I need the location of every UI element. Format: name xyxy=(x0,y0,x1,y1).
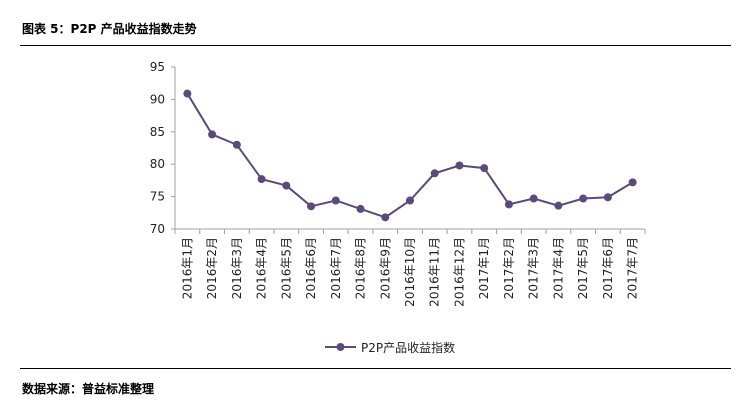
x-tick-label: 2016年5月 xyxy=(279,237,293,299)
data-point xyxy=(232,140,241,149)
y-tick-label: 85 xyxy=(150,125,165,139)
x-axis: 2016年1月 2016年2月 2016年3月 2016年4月 2016年5月 2016年… xyxy=(174,228,646,307)
x-tick-label: 2017年4月 xyxy=(551,237,565,299)
data-point xyxy=(208,130,217,139)
data-point xyxy=(282,181,291,190)
x-tick-label: 2016年7月 xyxy=(329,237,343,299)
data-point xyxy=(307,202,316,211)
data-source-note: 数据来源：普益标准整理 xyxy=(22,382,155,396)
data-point xyxy=(356,204,365,213)
series-layer xyxy=(183,89,637,222)
x-tick-label: 2016年3月 xyxy=(230,237,244,299)
x-tick-label: 2017年5月 xyxy=(576,237,590,299)
data-point xyxy=(504,200,513,209)
y-tick-label: 95 xyxy=(150,60,165,74)
y-tick-label: 90 xyxy=(150,92,165,106)
data-point xyxy=(257,175,266,184)
x-tick-label: 2017年6月 xyxy=(601,237,615,299)
data-point xyxy=(480,164,489,173)
data-point xyxy=(183,89,192,98)
data-point xyxy=(406,196,414,205)
data-point xyxy=(554,201,563,210)
x-tick-label: 2016年8月 xyxy=(354,237,368,299)
x-tick-label: 2016年1月 xyxy=(180,237,194,299)
legend-marker xyxy=(336,343,345,351)
x-tick-label: 2016年4月 xyxy=(255,237,269,299)
legend-label: P2P产品收益指数 xyxy=(361,340,455,355)
x-tick-label: 2016年10月 xyxy=(403,237,417,307)
y-tick-label: 75 xyxy=(150,190,165,204)
data-point xyxy=(455,161,464,170)
data-point xyxy=(603,193,612,202)
x-tick-label: 2016年6月 xyxy=(304,237,318,299)
data-point xyxy=(381,213,390,222)
top-rule xyxy=(20,45,731,46)
data-point xyxy=(579,194,588,203)
x-tick-label: 2017年7月 xyxy=(626,237,640,299)
legend: P2P产品收益指数 xyxy=(325,340,455,355)
x-tick-label: 2016年2月 xyxy=(205,237,219,299)
y-axis: 70 75 80 85 90 95 xyxy=(150,60,176,236)
x-tick-label: 2017年3月 xyxy=(527,237,541,299)
x-tick-label: 2016年12月 xyxy=(452,237,466,307)
data-point xyxy=(430,169,439,178)
bottom-rule xyxy=(20,368,731,369)
data-point xyxy=(529,194,538,203)
y-tick-label: 80 xyxy=(150,157,165,171)
data-point xyxy=(628,178,637,187)
x-tick-label: 2016年9月 xyxy=(378,237,392,299)
x-tick-label: 2017年2月 xyxy=(502,237,516,299)
x-tick-label: 2017年1月 xyxy=(477,237,491,299)
data-point xyxy=(331,196,340,205)
figure-title: 图表 5：P2P 产品收益指数走势 xyxy=(22,22,197,36)
y-tick-label: 70 xyxy=(150,222,165,236)
x-tick-label: 2016年11月 xyxy=(428,237,442,307)
